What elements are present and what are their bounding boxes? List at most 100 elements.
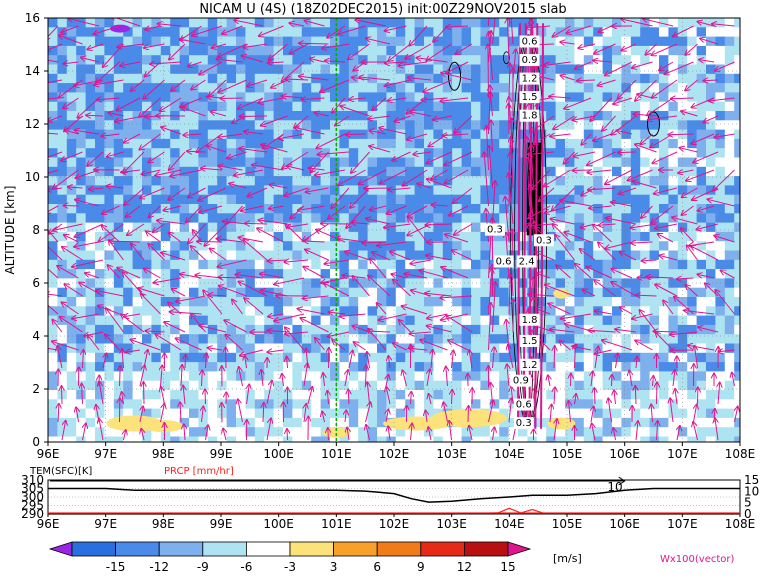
heatmap-cell bbox=[734, 362, 744, 372]
sub-x-tick-label: 101E bbox=[321, 517, 352, 531]
heatmap-cell bbox=[321, 27, 331, 37]
heatmap-cell bbox=[283, 55, 293, 65]
heatmap-cell bbox=[283, 204, 293, 214]
heatmap-cell bbox=[283, 306, 293, 316]
heatmap-cell bbox=[349, 213, 359, 223]
heatmap-cell bbox=[321, 306, 331, 316]
heatmap-cell bbox=[471, 55, 481, 65]
heatmap-cell bbox=[245, 325, 255, 335]
heatmap-cell bbox=[123, 176, 133, 186]
heatmap-cell bbox=[330, 325, 340, 335]
heatmap-cell bbox=[386, 362, 396, 372]
heatmap-cell bbox=[283, 418, 293, 428]
heatmap-cell bbox=[584, 130, 594, 140]
heatmap-cell bbox=[659, 74, 669, 84]
heatmap-cell bbox=[321, 269, 331, 279]
heatmap-cell bbox=[114, 176, 124, 186]
heatmap-cell bbox=[321, 102, 331, 112]
heatmap-cell bbox=[424, 74, 434, 84]
contour-label: 0.6 bbox=[516, 400, 532, 411]
heatmap-cell bbox=[321, 390, 331, 400]
heatmap-cell bbox=[76, 297, 86, 307]
heatmap-cell bbox=[330, 381, 340, 391]
heatmap-cell bbox=[311, 418, 321, 428]
heatmap-cell bbox=[142, 278, 152, 288]
heatmap-cell bbox=[499, 167, 509, 177]
heatmap-cell bbox=[339, 83, 349, 93]
heatmap-cell bbox=[236, 427, 246, 437]
heatmap-cell bbox=[386, 37, 396, 47]
heatmap-cell bbox=[321, 148, 331, 158]
heatmap-cell bbox=[321, 316, 331, 326]
heatmap-cell bbox=[358, 139, 368, 149]
heatmap-cell bbox=[687, 65, 697, 75]
heatmap-cell bbox=[330, 371, 340, 381]
heatmap-cell bbox=[706, 120, 716, 130]
wind-vector bbox=[594, 388, 595, 404]
heatmap-cell bbox=[612, 371, 622, 381]
heatmap-cell bbox=[659, 37, 669, 47]
heatmap-cell bbox=[386, 437, 396, 447]
heatmap-cell bbox=[405, 278, 415, 288]
heatmap-cell bbox=[368, 427, 378, 437]
heatmap-cell bbox=[697, 334, 707, 344]
heatmap-cell bbox=[480, 353, 490, 363]
heatmap-cell bbox=[452, 437, 462, 447]
heatmap-cell bbox=[621, 362, 631, 372]
heatmap-cell bbox=[405, 334, 415, 344]
heatmap-cell bbox=[706, 232, 716, 242]
heatmap-cell bbox=[697, 325, 707, 335]
heatmap-cell bbox=[67, 297, 77, 307]
heatmap-cell bbox=[386, 334, 396, 344]
heatmap-cell bbox=[715, 213, 725, 223]
heatmap-cell bbox=[67, 353, 77, 363]
heatmap-cell bbox=[593, 204, 603, 214]
heatmap-cell bbox=[415, 18, 425, 28]
y-tick-label: 0 bbox=[32, 435, 40, 449]
heatmap-cell bbox=[368, 120, 378, 130]
heatmap-cell bbox=[668, 437, 678, 447]
heatmap-cell bbox=[480, 288, 490, 298]
heatmap-cell bbox=[302, 409, 312, 419]
heatmap-cell bbox=[621, 334, 631, 344]
heatmap-cell bbox=[114, 204, 124, 214]
heatmap-cell bbox=[57, 46, 67, 56]
heatmap-cell bbox=[396, 158, 406, 168]
heatmap-cell bbox=[405, 371, 415, 381]
heatmap-cell bbox=[123, 83, 133, 93]
heatmap-cell bbox=[311, 353, 321, 363]
heatmap-cell bbox=[424, 195, 434, 205]
heatmap-cell bbox=[396, 55, 406, 65]
heatmap-cell bbox=[95, 427, 105, 437]
heatmap-cell bbox=[386, 74, 396, 84]
heatmap-cell bbox=[48, 390, 58, 400]
heatmap-cell bbox=[706, 130, 716, 140]
heatmap-cell bbox=[499, 297, 509, 307]
heatmap-cell bbox=[668, 102, 678, 112]
heatmap-cell bbox=[321, 297, 331, 307]
heatmap-cell bbox=[227, 418, 237, 428]
heatmap-cell bbox=[593, 74, 603, 84]
colorbar-swatch bbox=[290, 542, 334, 556]
heatmap-cell bbox=[48, 353, 58, 363]
heatmap-cell bbox=[574, 437, 584, 447]
heatmap-cell bbox=[612, 46, 622, 56]
heatmap-cell bbox=[368, 176, 378, 186]
heatmap-cell bbox=[433, 120, 443, 130]
heatmap-cell bbox=[640, 427, 650, 437]
heatmap-cell bbox=[462, 213, 472, 223]
heatmap-cell bbox=[678, 120, 688, 130]
heatmap-cell bbox=[499, 92, 509, 102]
heatmap-cell bbox=[715, 353, 725, 363]
heatmap-cell bbox=[189, 288, 199, 298]
heatmap-cell bbox=[734, 185, 744, 195]
heatmap-cell bbox=[462, 390, 472, 400]
heatmap-cell bbox=[546, 158, 556, 168]
heatmap-cell bbox=[640, 334, 650, 344]
heatmap-cell bbox=[142, 55, 152, 65]
heatmap-cell bbox=[339, 390, 349, 400]
heatmap-cell bbox=[556, 223, 566, 233]
heatmap-cell bbox=[433, 260, 443, 270]
heatmap-cell bbox=[556, 409, 566, 419]
heatmap-cell bbox=[668, 306, 678, 316]
